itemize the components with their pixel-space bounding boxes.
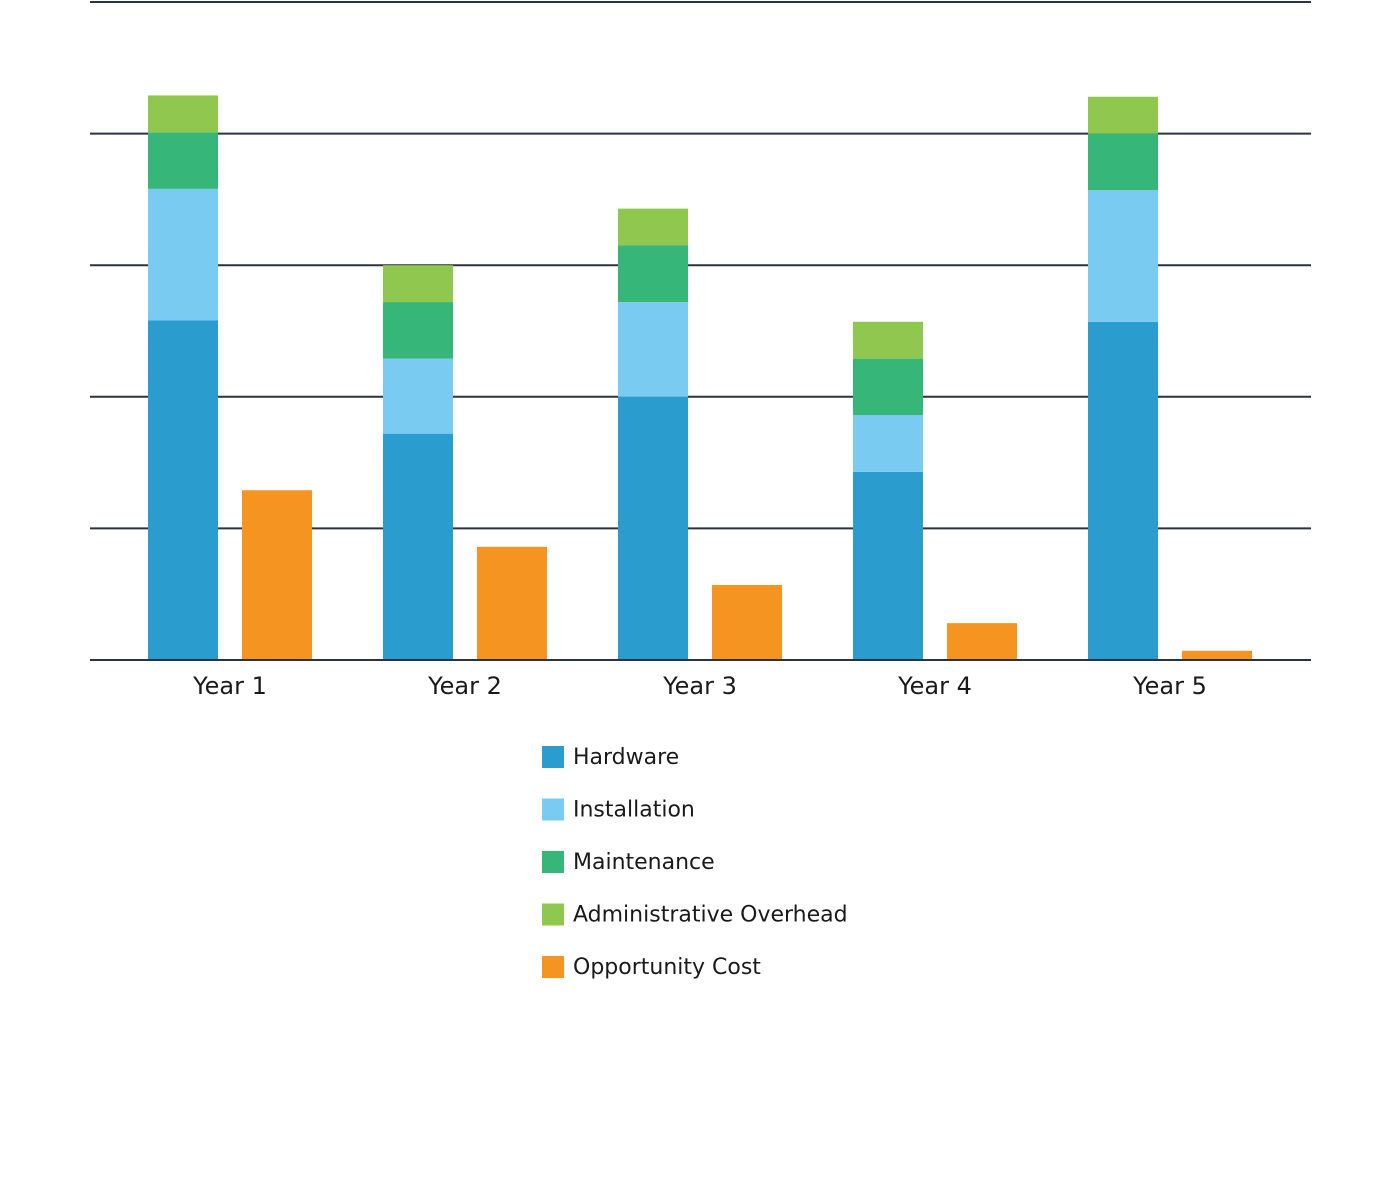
legend-swatch	[542, 746, 564, 768]
legend-label: Installation	[573, 798, 695, 823]
bar-segment-opportunity-cost	[477, 546, 547, 660]
legend-label: Administrative Overhead	[573, 903, 848, 928]
legend-item: Hardware	[542, 745, 679, 770]
bar-segment-hardware	[853, 471, 923, 660]
legend-swatch	[542, 956, 564, 978]
bar-segment-opportunity-cost	[947, 623, 1017, 660]
bar-segment-hardware	[618, 396, 688, 660]
bar-segment-maintenance	[853, 358, 923, 416]
bar-segment-installation	[618, 302, 688, 397]
bar-segment-hardware	[148, 320, 218, 660]
bar-segment-administrative-overhead	[853, 321, 923, 359]
bar-segment-maintenance	[1088, 133, 1158, 191]
bar-segment-maintenance	[383, 302, 453, 359]
x-axis: Year 1 Year 2 Year 3 Year 4 Year 5	[90, 659, 1311, 700]
bar-segment-installation	[148, 188, 218, 321]
legend-item: Installation	[542, 798, 695, 823]
bar-segment-hardware	[1088, 321, 1158, 660]
legend-swatch	[542, 851, 564, 873]
x-tick-label: Year 2	[427, 672, 502, 700]
bar-segment-opportunity-cost	[242, 490, 312, 660]
bar-segment-installation	[853, 415, 923, 472]
legend-item: Administrative Overhead	[542, 903, 848, 928]
x-tick-label: Year 5	[1132, 672, 1207, 700]
legend-swatch	[542, 903, 564, 926]
bar-segment-hardware	[383, 433, 453, 660]
legend-swatch	[542, 798, 564, 821]
legend-item: Opportunity Cost	[542, 955, 761, 980]
bar-segment-administrative-overhead	[148, 95, 218, 133]
bar-segment-opportunity-cost	[712, 584, 782, 660]
bar-segment-opportunity-cost	[1182, 650, 1252, 660]
legend-item: Maintenance	[542, 850, 715, 875]
x-tick-label: Year 3	[662, 672, 737, 700]
x-tick-label: Year 4	[897, 672, 972, 700]
x-tick-label: Year 1	[192, 672, 267, 700]
bar-segment-maintenance	[618, 245, 688, 303]
bar-segment-administrative-overhead	[383, 265, 453, 303]
legend-label: Hardware	[573, 745, 679, 770]
bar-segment-installation	[383, 358, 453, 434]
bar-segment-administrative-overhead	[1088, 96, 1158, 134]
legend-label: Maintenance	[573, 850, 715, 875]
legend-label: Opportunity Cost	[573, 955, 761, 980]
bar-segment-maintenance	[148, 132, 218, 189]
legend: Hardware Installation Maintenance Administr…	[542, 745, 848, 980]
bars	[148, 95, 1252, 660]
bar-segment-installation	[1088, 190, 1158, 322]
bar-segment-administrative-overhead	[618, 208, 688, 246]
